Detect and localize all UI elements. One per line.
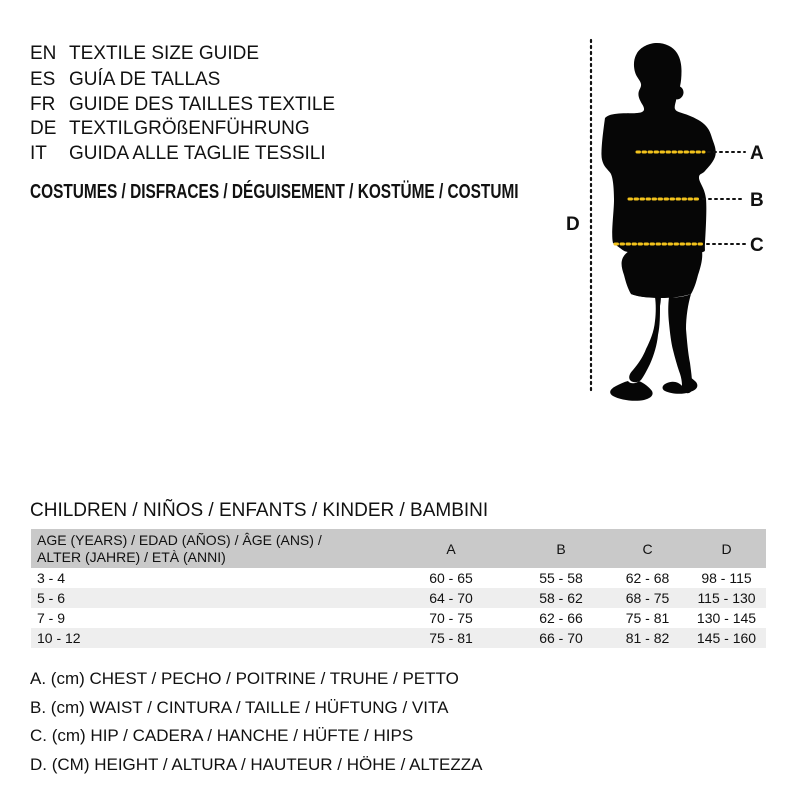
- svg-text:C: C: [750, 235, 764, 256]
- svg-text:B: B: [750, 190, 764, 211]
- svg-text:A: A: [750, 143, 764, 164]
- svg-text:D: D: [566, 214, 580, 235]
